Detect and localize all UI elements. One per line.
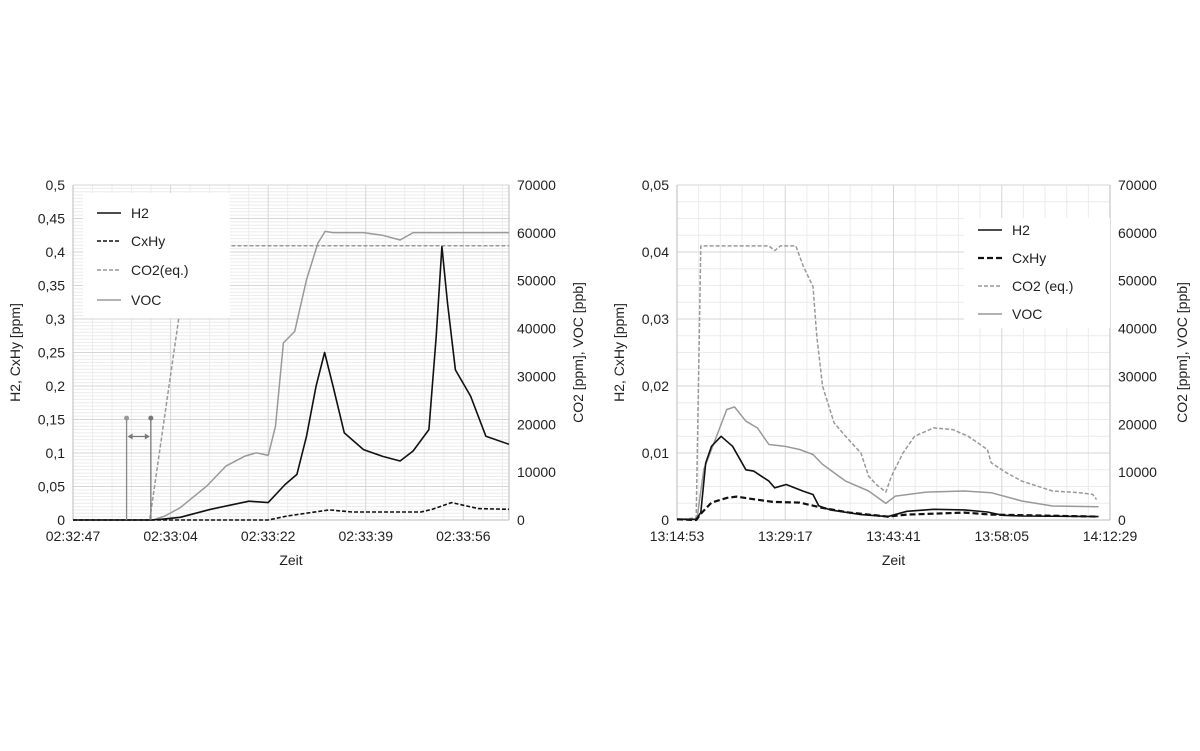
y-left-axis-title: H2, CxHy [ppm] xyxy=(611,303,627,402)
y-right-tick-label: 40000 xyxy=(517,321,556,337)
x-tick-label: 02:33:04 xyxy=(143,528,198,544)
y-right-tick-label: 30000 xyxy=(517,368,556,384)
y-left-tick-label: 0,15 xyxy=(38,412,65,428)
y-left-tick-label: 0,02 xyxy=(642,378,669,394)
annotation-end-dot xyxy=(148,415,154,421)
y-right-tick-label: 0 xyxy=(517,512,525,528)
x-tick-label: 13:29:17 xyxy=(758,528,813,544)
y-right-tick-label: 40000 xyxy=(1118,321,1157,337)
y-right-tick-label: 20000 xyxy=(1118,416,1157,432)
legend-label: CxHy xyxy=(131,233,165,249)
x-tick-label: 13:14:53 xyxy=(650,528,705,544)
legend: H2 CxHy CO2(eq.) VOC xyxy=(83,193,230,318)
y-right-axis-title: CO2 [ppm], VOC [ppb] xyxy=(1174,282,1190,423)
legend-label: VOC xyxy=(1012,306,1042,322)
y-left-tick-label: 0,25 xyxy=(38,345,65,361)
y-left-tick-label: 0,05 xyxy=(642,177,669,193)
annotation-start-dot xyxy=(124,415,130,421)
series-line-h2 xyxy=(677,435,1099,521)
legend-label: VOC xyxy=(131,292,161,308)
series-line-cxhy xyxy=(676,495,1099,522)
x-tick-label: 02:33:22 xyxy=(241,528,296,544)
chart-left-short-test: 0 0,05 0,1 0,15 0,2 0,25 0,3 0,35 0,4 0,45 0,5 0 100… xyxy=(7,177,586,568)
series-line-voc xyxy=(73,230,509,521)
y-left-tick-label: 0,05 xyxy=(38,479,65,495)
y-right-tick-label: 10000 xyxy=(517,464,556,480)
y-right-tick-label: 30000 xyxy=(1118,368,1157,384)
y-right-tick-label: 50000 xyxy=(517,273,556,289)
y-left-tick-label: 0,4 xyxy=(46,244,66,260)
y-left-tick-label: 0,04 xyxy=(642,244,669,260)
y-left-tick-label: 0,5 xyxy=(46,177,66,193)
legend-label: H2 xyxy=(1012,222,1030,238)
arrow-head-right-icon xyxy=(144,433,150,440)
y-right-axis-title: CO2 [ppm], VOC [ppb] xyxy=(570,282,586,423)
legend-background xyxy=(964,218,1110,328)
arrow-head-left-icon xyxy=(127,433,133,440)
legend-background xyxy=(83,193,230,318)
x-axis-title: Zeit xyxy=(279,552,302,568)
y-left-tick-label: 0,01 xyxy=(642,445,669,461)
legend-label: CO2 (eq.) xyxy=(1012,278,1073,294)
x-tick-label: 02:33:39 xyxy=(338,528,393,544)
y-right-tick-label: 60000 xyxy=(1118,225,1157,241)
x-tick-label: 14:12:29 xyxy=(1083,528,1138,544)
y-right-tick-label: 60000 xyxy=(517,225,556,241)
x-tick-label: 02:32:47 xyxy=(46,528,101,544)
legend-label: CO2(eq.) xyxy=(131,262,189,278)
y-left-tick-label: 0 xyxy=(661,512,669,528)
chart-right-long-test: 0 0,01 0,02 0,03 0,04 0,05 0 10000 20000 30000 400… xyxy=(611,177,1190,568)
y-right-tick-label: 70000 xyxy=(517,177,556,193)
series-line-h2 xyxy=(73,245,510,521)
y-left-tick-label: 0,03 xyxy=(642,311,669,327)
legend-label: H2 xyxy=(131,205,149,221)
series-line-voc xyxy=(677,406,1099,521)
series-line-cxhy xyxy=(73,501,510,521)
y-left-tick-label: 0,35 xyxy=(38,278,65,294)
x-tick-label: 13:43:41 xyxy=(866,528,921,544)
y-right-tick-label: 70000 xyxy=(1118,177,1157,193)
legend: H2 CxHy CO2 (eq.) VOC xyxy=(964,218,1110,328)
x-tick-label: 02:33:56 xyxy=(436,528,491,544)
series-line-co2-eq xyxy=(676,245,1098,521)
y-left-tick-label: 0,2 xyxy=(46,378,66,394)
y-left-tick-label: 0,3 xyxy=(46,311,66,327)
legend-label: CxHy xyxy=(1012,250,1046,266)
y-left-tick-label: 0,45 xyxy=(38,211,65,227)
y-right-tick-label: 0 xyxy=(1118,512,1126,528)
y-right-tick-label: 50000 xyxy=(1118,273,1157,289)
x-tick-label: 13:58:05 xyxy=(975,528,1030,544)
y-left-tick-label: 0,1 xyxy=(46,445,66,461)
y-right-tick-label: 20000 xyxy=(517,416,556,432)
y-right-tick-label: 10000 xyxy=(1118,464,1157,480)
x-axis-title: Zeit xyxy=(882,552,905,568)
y-left-axis-title: H2, CxHy [ppm] xyxy=(7,303,23,402)
y-left-tick-label: 0 xyxy=(57,512,65,528)
